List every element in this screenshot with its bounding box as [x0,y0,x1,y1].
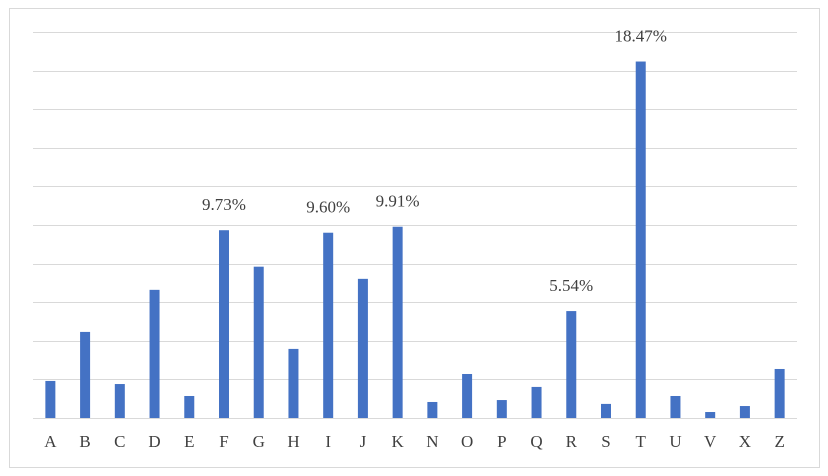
x-tick-label: I [325,432,331,451]
bar [323,232,334,418]
x-tick-label: S [601,432,610,451]
bar [45,380,56,418]
bar [670,395,681,418]
x-tick-label: Q [530,432,542,451]
data-label: 9.60% [306,198,350,217]
bar [601,403,611,418]
data-label: 9.73% [202,195,246,214]
bar [288,348,299,418]
bar [427,401,438,418]
bar [705,412,716,418]
bar [357,278,368,418]
x-tick-label: T [636,432,647,451]
data-label: 9.91% [376,192,420,211]
bar [80,331,91,418]
x-tick-label: J [360,432,367,451]
bar [739,406,750,418]
x-tick-label: Z [774,432,784,451]
x-tick-label: A [44,432,57,451]
data-label: 18.47% [615,26,667,45]
bar [219,230,229,418]
x-tick-label: E [184,432,194,451]
bar [635,61,646,419]
chart-border [9,8,820,468]
bar [566,311,577,418]
x-tick-label: F [219,432,228,451]
bar [496,400,507,418]
x-tick-label: K [391,432,404,451]
bar [462,373,473,418]
bar [184,395,195,418]
x-tick-label: X [739,432,751,451]
x-tick-label: N [426,432,438,451]
bar [392,226,403,418]
bar [774,368,785,418]
x-tick-label: U [669,432,681,451]
x-tick-label: C [114,432,125,451]
x-tick-label: R [566,432,578,451]
x-tick-label: O [461,432,473,451]
x-tick-label: P [497,432,506,451]
x-tick-label: B [79,432,90,451]
bar [531,386,542,418]
data-label: 5.54% [549,276,593,295]
bar [149,289,160,418]
x-tick-label: D [148,432,160,451]
x-tick-label: G [253,432,265,451]
x-tick-label: V [704,432,717,451]
bar [253,266,264,418]
bar [114,384,125,418]
x-tick-label: H [287,432,299,451]
